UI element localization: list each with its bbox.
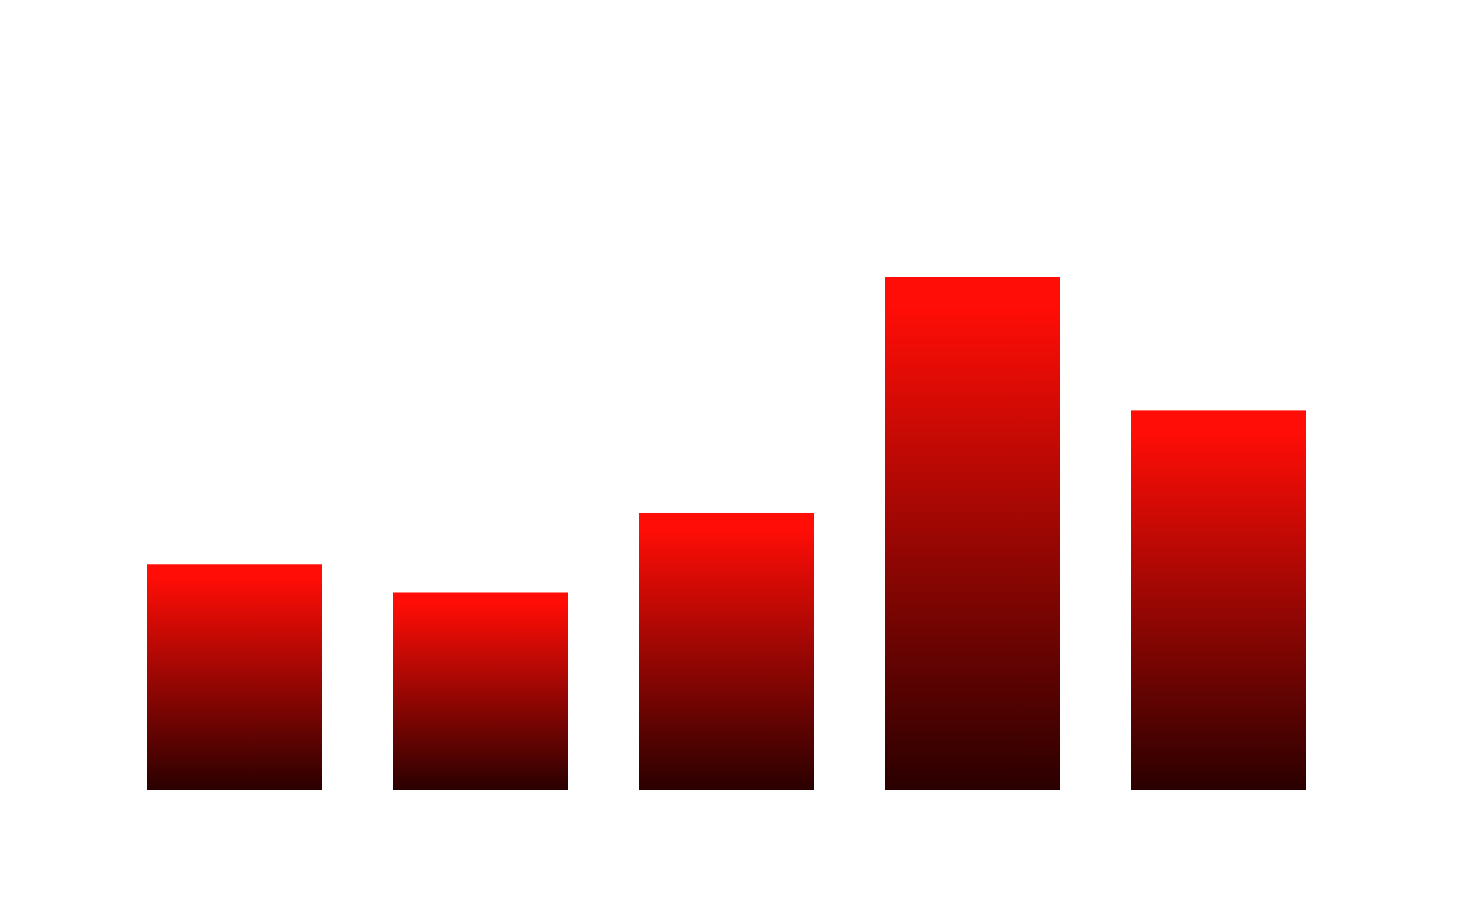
bar-3 xyxy=(639,512,814,790)
bar-4 xyxy=(885,277,1060,790)
bar-1 xyxy=(147,564,322,790)
bar-2 xyxy=(393,592,568,790)
bar-5 xyxy=(1131,410,1306,790)
bars-group xyxy=(147,277,1306,790)
